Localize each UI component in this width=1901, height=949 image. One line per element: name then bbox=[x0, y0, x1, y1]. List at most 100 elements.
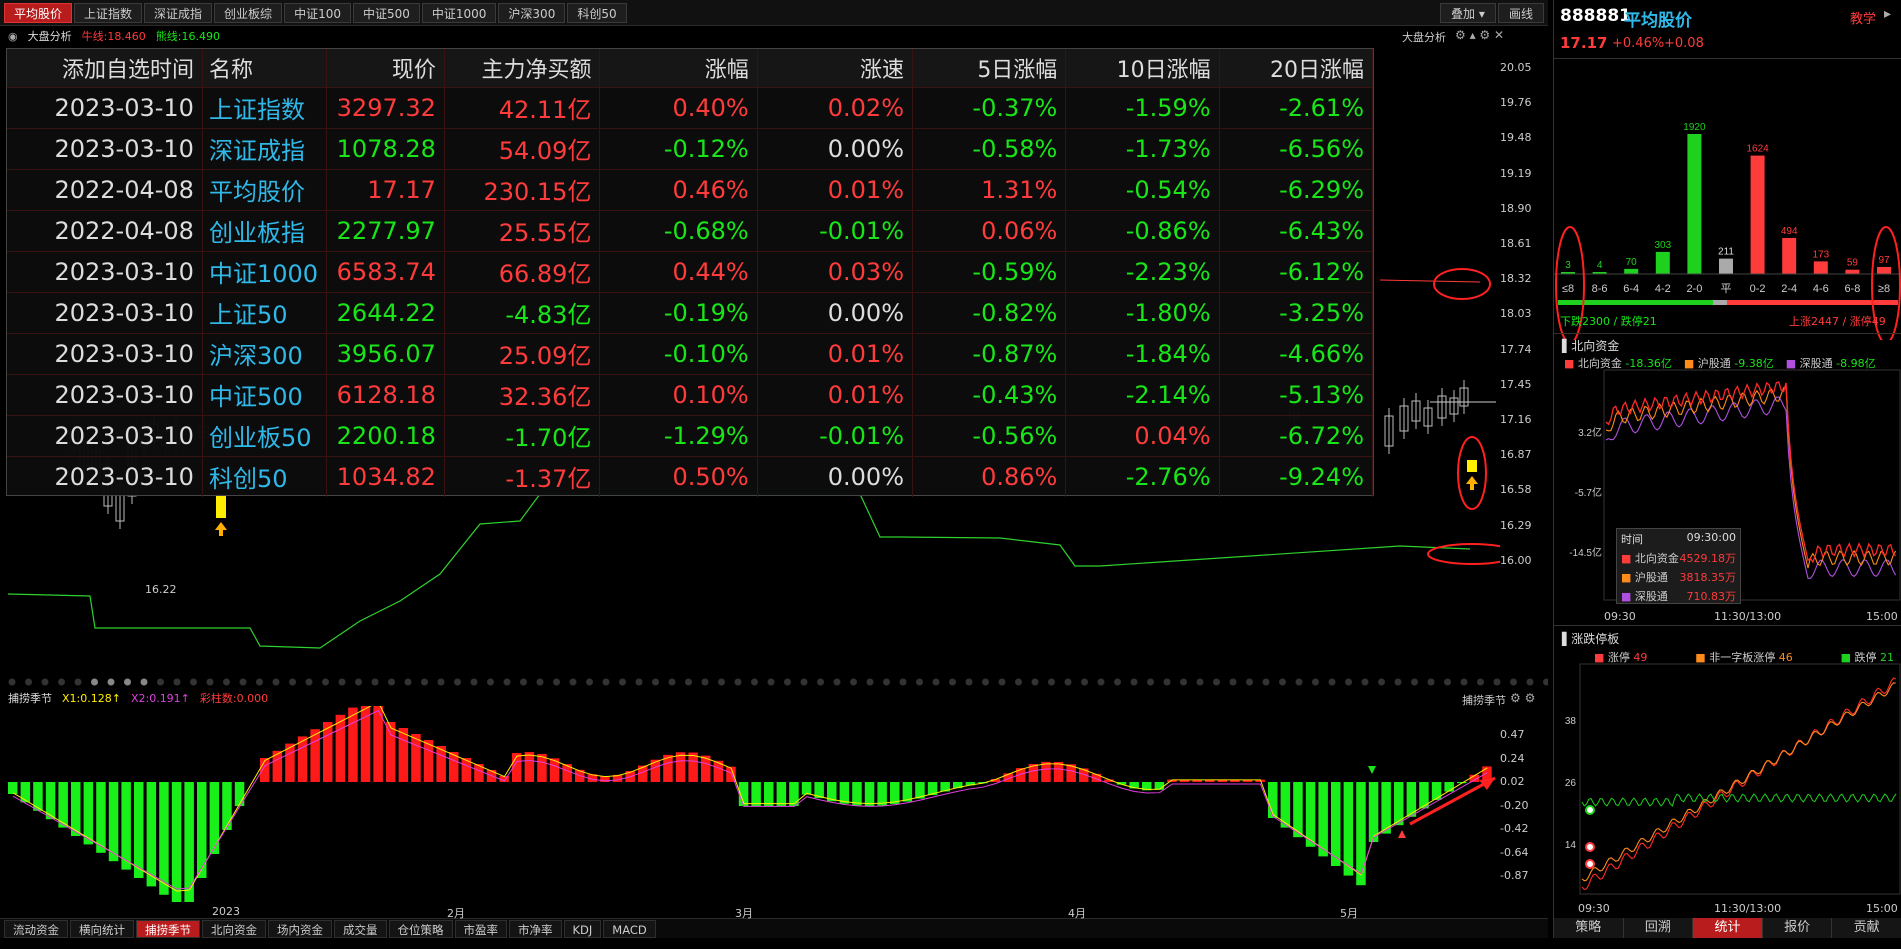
table-cell: 17.17 bbox=[326, 168, 445, 210]
indicator-tab[interactable]: 市净率 bbox=[509, 919, 562, 938]
period-dot bbox=[74, 678, 82, 686]
indicator-tab[interactable]: 北向资金 bbox=[202, 919, 266, 938]
limit-axis-tick: 38 bbox=[1565, 716, 1577, 727]
right-tab[interactable]: 报价 bbox=[1762, 918, 1833, 938]
period-dot bbox=[1361, 678, 1369, 686]
period-dot bbox=[1229, 678, 1237, 686]
price-axis-tick: 16.87 bbox=[1500, 448, 1532, 462]
sub-chart-title: 捕捞季节 bbox=[8, 692, 52, 705]
overlay-button[interactable]: 叠加 ▾ bbox=[1440, 3, 1496, 23]
period-dot bbox=[1130, 678, 1138, 686]
indicator-tab[interactable]: 市盈率 bbox=[454, 919, 507, 938]
more-icon[interactable]: ▸ bbox=[1884, 6, 1892, 22]
indicator-tab[interactable]: 捕捞季节 bbox=[136, 919, 200, 938]
column-header[interactable]: 20日涨幅 bbox=[1219, 49, 1374, 87]
table-row[interactable]: 2023-03-10 沪深300 3956.07 25.09亿 -0.10% 0.01% -… bbox=[7, 332, 1374, 374]
table-cell: 2277.97 bbox=[326, 209, 445, 251]
indicator-tab[interactable]: 场内资金 bbox=[268, 919, 332, 938]
fishing-bar bbox=[978, 782, 988, 784]
table-row[interactable]: 2023-03-10 上证50 2644.22 -4.83亿 -0.19% 0.00% -0… bbox=[7, 291, 1374, 333]
fishing-bar bbox=[1406, 782, 1417, 817]
period-dot bbox=[668, 678, 676, 686]
dist-label: 2-0 bbox=[1686, 283, 1702, 295]
table-cell: -4.83亿 bbox=[444, 291, 601, 333]
fishing-bar bbox=[108, 782, 119, 862]
fishing-bar bbox=[902, 782, 913, 802]
column-header[interactable]: 5日涨幅 bbox=[912, 49, 1067, 87]
table-row[interactable]: 2023-03-10 深证成指 1078.28 54.09亿 -0.12% 0.00% -0… bbox=[7, 127, 1374, 169]
column-header[interactable]: 涨速 bbox=[757, 49, 914, 87]
month-label: 3月 bbox=[735, 907, 753, 920]
table-cell: -0.86% bbox=[1065, 209, 1220, 251]
indicator-tab[interactable]: 横向统计 bbox=[70, 919, 134, 938]
period-dot bbox=[338, 678, 346, 686]
right-tab[interactable]: 贡献 bbox=[1832, 918, 1901, 938]
dist-value: 494 bbox=[1781, 226, 1798, 237]
column-header[interactable]: 名称 bbox=[202, 49, 328, 87]
fishing-bar bbox=[96, 782, 106, 853]
right-tab[interactable]: 策略 bbox=[1554, 918, 1624, 938]
table-cell: 0.86% bbox=[912, 455, 1067, 497]
fishing-bar bbox=[1457, 782, 1467, 784]
fishing-bar bbox=[1217, 779, 1228, 782]
indicator-tab[interactable]: KDJ bbox=[563, 919, 602, 938]
fishing-bar bbox=[675, 752, 686, 782]
index-tab[interactable]: 中证100 bbox=[284, 2, 351, 23]
indicator-tab[interactable]: 仓位策略 bbox=[388, 919, 453, 938]
index-tab[interactable]: 深证成指 bbox=[144, 2, 213, 23]
index-tab[interactable]: 中证1000 bbox=[421, 2, 497, 23]
table-row[interactable]: 2022-04-08 平均股价 17.17 230.15亿 0.46% 0.01% 1.31… bbox=[7, 168, 1374, 210]
index-tab[interactable]: 上证指数 bbox=[74, 2, 143, 23]
table-row[interactable]: 2023-03-10 中证500 6128.18 32.36亿 0.10% 0.01% -0… bbox=[7, 373, 1374, 415]
teach-link[interactable]: 教学 bbox=[1850, 12, 1877, 27]
north-axis-tick: -14.5亿 bbox=[1569, 546, 1602, 559]
table-row[interactable]: 2023-03-10 科创50 1034.82 -1.37亿 0.50% 0.00% 0.8… bbox=[7, 455, 1374, 497]
table-cell: 上证指数 bbox=[202, 86, 328, 128]
period-dot bbox=[685, 678, 692, 686]
index-tab[interactable]: 中证500 bbox=[352, 2, 420, 23]
right-tab[interactable]: 回溯 bbox=[1623, 918, 1694, 938]
period-dots bbox=[8, 678, 1548, 686]
collapse-icon[interactable]: ◉ bbox=[8, 29, 18, 43]
chart-header: ◉ 大盘分析 牛线:18.460 熊线:16.490 bbox=[0, 27, 1548, 45]
column-header[interactable]: 添加自选时间 bbox=[7, 49, 203, 87]
index-tab[interactable]: 沪深300 bbox=[498, 2, 566, 23]
fishing-bar bbox=[260, 758, 270, 782]
sub-axis-tick: 0.02 bbox=[1500, 775, 1525, 788]
index-tab[interactable]: 科创50 bbox=[567, 2, 627, 23]
period-dot bbox=[1312, 678, 1319, 686]
indicator-tab[interactable]: 成交量 bbox=[334, 919, 387, 938]
index-tab[interactable]: 创业板综 bbox=[214, 2, 283, 23]
table-row[interactable]: 2023-03-10 上证指数 3297.32 42.11亿 0.40% 0.02% -0.… bbox=[7, 86, 1374, 128]
table-row[interactable]: 2023-03-10 创业板50 2200.18 -1.70亿 -1.29% -0.01%… bbox=[7, 414, 1374, 456]
fishing-bar bbox=[234, 782, 245, 806]
sub-chart-settings-icon[interactable]: ⚙ ⚙ bbox=[1510, 691, 1536, 705]
table-row[interactable]: 2022-04-08 创业板指 2277.97 25.55亿 -0.68% -0.01% 0… bbox=[7, 209, 1374, 251]
right-tab[interactable]: 统计 bbox=[1693, 918, 1763, 938]
fishing-bar bbox=[600, 775, 610, 782]
table-cell: 平均股价 bbox=[202, 168, 328, 210]
fishing-bar bbox=[1305, 782, 1316, 847]
indicator-tab[interactable]: 流动资金 bbox=[4, 919, 68, 938]
draw-line-button[interactable]: 画线 bbox=[1498, 3, 1545, 23]
right-panel: 888881 平均股价 教学 ▸ 17.17 +0.46% +0.08 3 ≤8 4… bbox=[1553, 0, 1901, 938]
table-cell: 0.04% bbox=[1065, 414, 1220, 456]
table-row[interactable]: 2023-03-10 中证1000 6583.74 66.89亿 0.44% 0.03% -… bbox=[7, 250, 1374, 292]
candle bbox=[1384, 415, 1394, 447]
fishing-bar bbox=[537, 753, 547, 782]
chart-settings-icons[interactable]: ⚙ ▴ ⚙ ✕ bbox=[1455, 28, 1505, 42]
indicator-tab[interactable]: MACD bbox=[603, 919, 656, 938]
column-header[interactable]: 主力净买额 bbox=[444, 49, 601, 87]
low-price-label: 16.22 bbox=[145, 583, 177, 596]
fishing-bar bbox=[1192, 779, 1202, 782]
dist-bar bbox=[1592, 272, 1607, 274]
column-header[interactable]: 涨幅 bbox=[599, 49, 758, 87]
dist-bar bbox=[1877, 266, 1891, 274]
column-header[interactable]: 现价 bbox=[326, 49, 445, 87]
fishing-bar bbox=[1016, 768, 1026, 782]
table-cell: 0.01% bbox=[757, 168, 914, 210]
column-header[interactable]: 10日涨幅 bbox=[1065, 49, 1220, 87]
index-tab[interactable]: 平均股价 bbox=[4, 2, 73, 23]
fishing-bar bbox=[1255, 779, 1265, 782]
stock-name: 平均股价 bbox=[1624, 11, 1692, 31]
